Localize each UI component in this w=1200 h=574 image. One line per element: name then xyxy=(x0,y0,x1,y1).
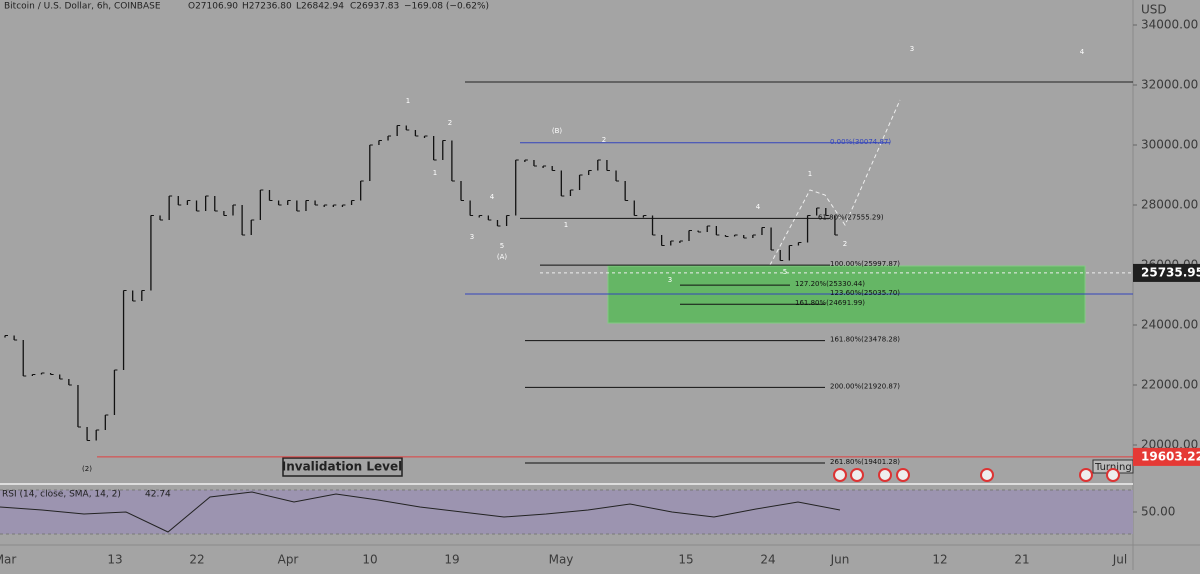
change: −169.08 (−0.62%) xyxy=(404,2,489,12)
x-tick-label: 15 xyxy=(678,553,693,567)
wave-label: (2) xyxy=(82,465,92,473)
x-tick-label: 22 xyxy=(189,553,204,567)
event-icon xyxy=(850,468,864,482)
wave-label: 3 xyxy=(910,45,914,53)
wave-label: 5 xyxy=(783,268,787,276)
x-tick-label: Jun xyxy=(830,553,850,567)
y-tick-label: 34000.00 xyxy=(1141,18,1198,32)
projection xyxy=(769,99,901,266)
fib-label: 261.80%(19401.28) xyxy=(830,458,900,466)
y-tick-label: 28000.00 xyxy=(1141,198,1198,212)
x-tick-label: 12 xyxy=(932,553,947,567)
fib-label: 123.60%(25035.70) xyxy=(830,289,900,297)
fib-label: 161.80%(24691.99) xyxy=(795,299,865,307)
wave-label: 4 xyxy=(1080,48,1085,56)
current-price: 25735.95 xyxy=(1141,265,1200,279)
invalidation-price: 19603.22 xyxy=(1141,449,1200,463)
ohlc-value: O27106.90 xyxy=(188,2,238,12)
invalidation-label: Invalidation Level xyxy=(282,460,403,474)
ohlc-value: L26842.94 xyxy=(296,2,344,12)
ohlc-value: C26937.83 xyxy=(350,2,399,12)
x-tick-label: May xyxy=(549,553,574,567)
wave-label: 1 xyxy=(433,169,437,177)
wave-label: 2 xyxy=(448,119,452,127)
wave-label: 3 xyxy=(470,233,474,241)
y-tick-label: 32000.00 xyxy=(1141,78,1198,92)
rsi-label: RSI (14, close, SMA, 14, 2) xyxy=(2,490,121,500)
x-tick-label: 13 xyxy=(107,553,122,567)
x-tick-label: 21 xyxy=(1014,553,1029,567)
fib-label: 200.00%(21920.87) xyxy=(830,382,900,390)
event-icon xyxy=(878,468,892,482)
wave-label: 4 xyxy=(490,193,495,201)
wave-label: (A) xyxy=(497,253,508,261)
invalidation-tag xyxy=(1133,447,1200,466)
fib-label: 100.00%(25997.87) xyxy=(830,260,900,268)
wave-label: 2 xyxy=(602,136,606,144)
wave-label: 4 xyxy=(756,203,761,211)
unit-label: USD xyxy=(1141,3,1167,17)
invalidation-box xyxy=(282,457,403,477)
wave-label: 3 xyxy=(668,276,672,284)
fib-label: 61.80%(27555.29) xyxy=(818,213,884,221)
event-icon xyxy=(833,468,847,482)
turning-label: Turning xyxy=(1094,462,1132,473)
rsi-value: 42.74 xyxy=(145,490,171,500)
x-tick-label: 10 xyxy=(362,553,377,567)
rsi-tick-label: 50.00 xyxy=(1141,505,1175,519)
ohlc-value: H27236.80 xyxy=(242,2,292,12)
symbol: Bitcoin / U.S. Dollar, 6h, COINBASE xyxy=(4,2,161,12)
wave-label: 1 xyxy=(406,97,410,105)
event-icon xyxy=(980,468,994,482)
event-icon xyxy=(1106,468,1120,482)
fib-label: 127.20%(25330.44) xyxy=(795,280,865,288)
wave-label: (B) xyxy=(552,127,563,135)
y-tick-label: 30000.00 xyxy=(1141,138,1198,152)
wave-label: 2 xyxy=(843,240,847,248)
rsi-line xyxy=(0,491,841,533)
y-tick-label: 22000.00 xyxy=(1141,378,1198,392)
wave-label: 1 xyxy=(808,170,812,178)
fib-label: 161.80%(23478.28) xyxy=(830,336,900,344)
current-price-tag xyxy=(1133,263,1200,282)
fib-label: 0.00%(30074.87) xyxy=(830,138,891,146)
y-tick-label: 24000.00 xyxy=(1141,318,1198,332)
x-tick-label: Apr xyxy=(278,553,299,567)
event-icon xyxy=(896,468,910,482)
x-tick-label: Mar xyxy=(0,553,16,567)
event-icon xyxy=(1079,468,1093,482)
wave-label: 1 xyxy=(564,221,568,229)
x-tick-label: 19 xyxy=(444,553,459,567)
x-tick-label: Jul xyxy=(1112,553,1127,567)
x-tick-label: 24 xyxy=(760,553,775,567)
wave-label: 5 xyxy=(500,242,504,250)
